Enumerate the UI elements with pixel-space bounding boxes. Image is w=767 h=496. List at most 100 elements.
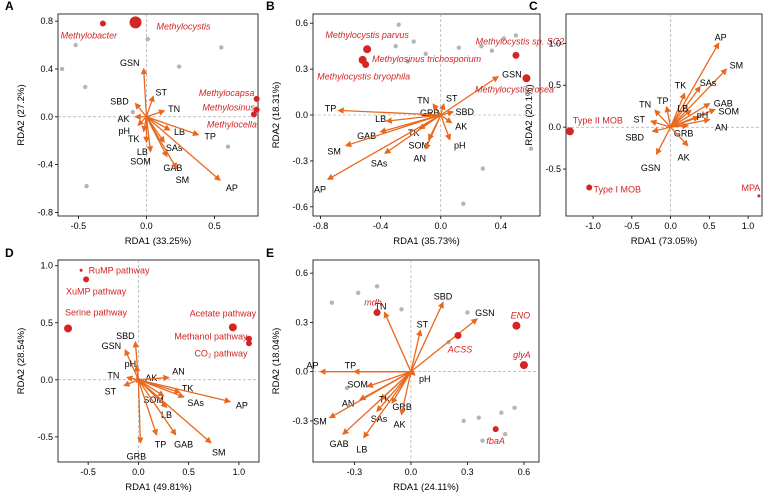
site-point bbox=[145, 36, 150, 42]
arrow-an bbox=[424, 114, 442, 150]
arrow-label-gab: GAB bbox=[357, 131, 376, 141]
site-point bbox=[489, 48, 495, 53]
x-tick-label: -1.0 bbox=[585, 221, 601, 231]
arrow-ph bbox=[440, 114, 452, 141]
taxon-point-mdh bbox=[373, 309, 381, 317]
arrow-gsn bbox=[440, 76, 499, 116]
taxon-point-serine-pathway bbox=[64, 324, 73, 333]
arrow-grb bbox=[136, 379, 144, 444]
arrow-ph bbox=[137, 116, 147, 127]
arrow-label-gab: GAB bbox=[330, 439, 349, 449]
arrow-label-lb: LB bbox=[174, 127, 185, 137]
arrow-st bbox=[410, 329, 423, 372]
site-point bbox=[502, 431, 508, 437]
arrow-label-som: SOM bbox=[408, 140, 429, 150]
taxon-label-methylocapsa: Methylocapsa bbox=[199, 88, 255, 98]
site-point bbox=[329, 300, 335, 305]
y-tick-label: 0.3 bbox=[295, 317, 308, 327]
taxon-point-rump-pathway bbox=[79, 268, 83, 272]
taxon-point-methylocystis-rosea bbox=[522, 74, 531, 83]
arrow-label-lb: LB bbox=[161, 410, 172, 420]
x-tick-label: -0.8 bbox=[313, 221, 329, 231]
site-point bbox=[480, 166, 486, 171]
x-tick-label: 0.5 bbox=[208, 221, 221, 231]
x-tick-label: 0.0 bbox=[435, 221, 448, 231]
arrow-label-ak: AK bbox=[118, 114, 130, 124]
arrow-st bbox=[123, 379, 139, 387]
y-tick-label: 0.8 bbox=[40, 16, 53, 26]
taxon-label-methylosinus-trichosporium: Methylosinus trichosporium bbox=[372, 54, 482, 64]
taxon-point-mpa bbox=[757, 194, 761, 198]
taxon-point-methylocystis-sp-sc2 bbox=[512, 51, 520, 59]
arrow-ap bbox=[146, 116, 221, 181]
arrow-label-ak: AK bbox=[455, 122, 467, 132]
arrow-som bbox=[145, 116, 154, 153]
taxon-label-methanol-pathway: Methanol pathway bbox=[174, 332, 248, 342]
arrow-label-ap: AP bbox=[307, 361, 319, 371]
arrow-label-grb: GRB bbox=[127, 452, 147, 462]
x-tick-label: -0.5 bbox=[71, 221, 87, 231]
arrow-label-tk: TK bbox=[408, 128, 420, 138]
arrow-label-tk: TK bbox=[182, 383, 194, 393]
taxon-point-eno bbox=[512, 321, 521, 330]
arrow-label-an: AN bbox=[342, 399, 355, 409]
arrow-sm bbox=[344, 114, 441, 148]
arrow-som bbox=[366, 371, 412, 388]
arrow-ph bbox=[670, 115, 700, 128]
panel-letter: D bbox=[5, 246, 14, 260]
arrow-sm bbox=[145, 116, 178, 170]
arrow-label-st: ST bbox=[155, 87, 167, 97]
arrow-label-gsn: GSN bbox=[102, 341, 122, 351]
arrow-label-tn: TN bbox=[375, 302, 387, 312]
site-point bbox=[399, 307, 404, 312]
y-axis-title: RDA2 (20.1%) bbox=[524, 84, 535, 145]
site-point bbox=[225, 144, 231, 149]
arrow-label-lb: LB bbox=[356, 444, 367, 454]
taxon-label-fbaa: fbaA bbox=[486, 436, 505, 446]
taxon-point-acetate-pathway bbox=[228, 323, 237, 332]
arrow-sas bbox=[384, 114, 442, 154]
arrow-lb bbox=[670, 109, 692, 128]
arrow-ap bbox=[670, 42, 720, 128]
site-point bbox=[393, 43, 398, 49]
taxon-label-type-i-mob: Type I MOB bbox=[593, 185, 641, 195]
y-tick-label: 0.0 bbox=[295, 110, 308, 120]
arrow-sbd bbox=[651, 126, 671, 134]
arrow-label-tk: TK bbox=[675, 81, 687, 91]
arrow-label-sas: SAs bbox=[700, 78, 717, 88]
x-axis-title: RDA1 (33.25%) bbox=[125, 236, 192, 247]
taxon-label-type-ii-mob: Type II MOB bbox=[573, 115, 623, 125]
arrow-label-tk: TK bbox=[128, 134, 140, 144]
arrow-label-sas: SAs bbox=[166, 143, 183, 153]
taxon-label-methylosinus: Methylosinus bbox=[202, 103, 255, 113]
y-tick-label: 1.0 bbox=[548, 38, 561, 48]
arrow-label-som: SOM bbox=[143, 395, 164, 405]
arrow-label-sm: SM bbox=[730, 60, 744, 70]
x-tick-label: 0.5 bbox=[182, 467, 195, 477]
arrow-label-som: SOM bbox=[130, 156, 151, 166]
arrow-lb bbox=[363, 371, 412, 439]
site-point bbox=[461, 201, 466, 206]
y-tick-label: -0.5 bbox=[545, 164, 561, 174]
arrow-label-gsn: GSN bbox=[120, 58, 140, 68]
arrow-label-gab: GAB bbox=[174, 440, 193, 450]
arrow-label-sm: SM bbox=[327, 147, 341, 157]
arrow-label-ph: pH bbox=[419, 374, 431, 384]
taxon-label-xump-pathway: XuMP pathway bbox=[66, 286, 127, 296]
arrow-sbd bbox=[410, 301, 444, 372]
arrow-label-ak: AK bbox=[678, 153, 690, 163]
site-point bbox=[499, 410, 504, 415]
taxon-label-co-pathway: CO₂ pathway bbox=[194, 348, 248, 358]
plot-frame bbox=[57, 259, 260, 463]
arrow-label-tk: TK bbox=[379, 395, 391, 405]
arrow-label-sm: SM bbox=[176, 175, 190, 185]
arrow-ak bbox=[399, 371, 412, 416]
y-tick-label: 0.6 bbox=[295, 18, 308, 28]
panel-e: E -0.3 0.0 0.3 0.6 -0.3 0.0 0.3 0.6 RDA1 (24.11%)… bbox=[266, 246, 540, 493]
y-axis-title: RDA2 (27.2%) bbox=[16, 84, 27, 145]
arrow-label-ap: AP bbox=[715, 32, 727, 42]
site-point bbox=[501, 36, 507, 41]
panel-c: C -1.0 -0.5 0.0 0.5 1.0 -0.5 0.0 0.5 1.0 RDA1 (73.… bbox=[524, 0, 763, 247]
arrow-label-st: ST bbox=[417, 320, 429, 330]
arrow-label-gsn: GSN bbox=[475, 308, 495, 318]
